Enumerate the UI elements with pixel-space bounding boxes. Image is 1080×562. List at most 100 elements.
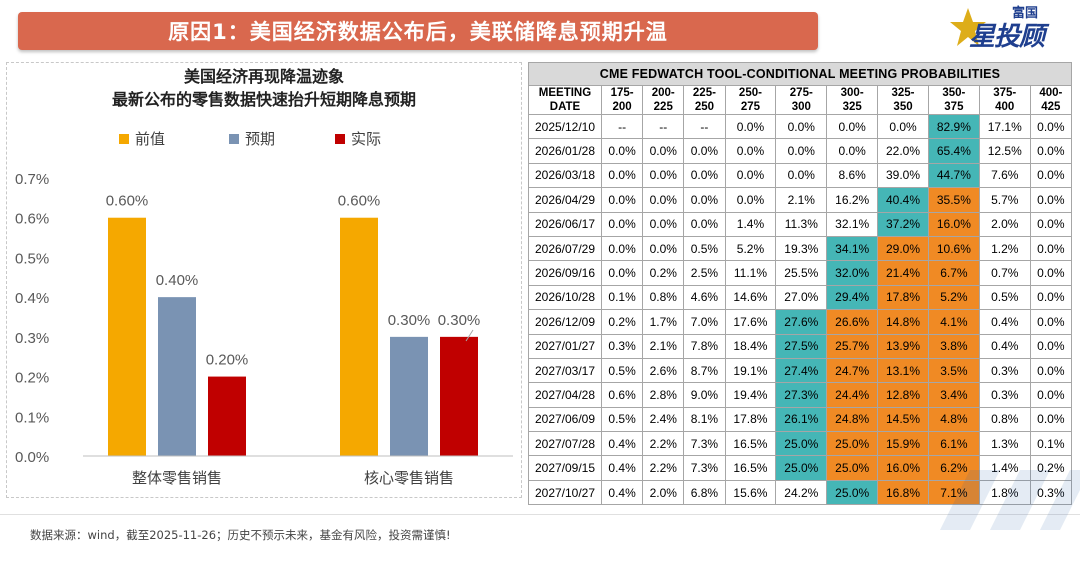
column-header-rate-range: 375- 400 [978,85,1031,115]
probability-cell: 27.0% [775,284,828,311]
probability-cell: 0.0% [1029,235,1073,262]
column-header-rate-range: 400- 425 [1029,85,1073,115]
probability-cell: 7.3% [683,431,726,457]
probability-cell: 0.0% [683,187,726,213]
probability-cell: 0.3% [978,382,1031,408]
probability-cell: 0.0% [1029,187,1073,213]
bar-data-label: 0.60% [338,193,381,210]
table-row: 2027/06/09 0.5% 2.4% 8.1% 17.8% 26.1% 24.8% 14.… [528,406,1073,433]
probability-cell: 0.5% [600,406,644,433]
probability-cell: 1.4% [978,455,1031,481]
column-header-rate-range: 350- 375 [927,85,980,115]
probability-cell: 0.0% [642,235,685,262]
column-header-rate-range: 225- 250 [683,85,726,115]
probability-cell: 40.4% [877,187,929,213]
rate-range-lower: 325- [891,87,915,99]
meeting-date-cell: 2026/09/16 [528,260,602,286]
bar-data-label: 0.30% [438,312,481,329]
probability-cell: 2.0% [642,479,685,506]
meeting-date-cell: 2027/01/27 [528,333,602,359]
y-tick-label: 0.1% [15,409,49,426]
probability-cell: 1.3% [978,431,1031,457]
probability-cell: 17.6% [724,309,777,335]
probability-cell: 0.4% [600,479,644,506]
table-row: 2026/10/28 0.1% 0.8% 4.6% 14.6% 27.0% 29.4% 17.… [528,284,1073,311]
probability-cell: 0.2% [600,309,644,335]
rate-range-upper: 400 [995,101,1015,113]
probability-cell: 11.3% [775,211,828,237]
meeting-date-cell: 2025/12/10 [528,113,602,140]
logo-big-text: 星投顾 [969,22,1045,52]
bar [340,217,378,456]
probability-cell: 25.0% [826,479,879,506]
chart-subtitle: 最新公布的零售数据快速抬升短期降息预期 [112,90,416,109]
probability-cell: 0.0% [683,211,726,237]
probability-cell: 0.0% [642,211,685,237]
probability-cell: 0.0% [1029,406,1073,433]
rate-range-upper: 425 [1041,101,1061,113]
probability-cell: 2.6% [642,357,685,384]
probability-cell: 7.8% [683,333,726,359]
table-row: 2027/07/28 0.4% 2.2% 7.3% 16.5% 25.0% 25.0% 15.… [528,431,1073,457]
meeting-date-cell: 2026/03/18 [528,162,602,189]
legend-label: 前值 [135,130,165,148]
probability-cell: 65.4% [927,138,980,164]
rate-range-lower: 175- [610,87,634,99]
retail-sales-bar-chart: 美国经济再现降温迹象 最新公布的零售数据快速抬升短期降息预期 前值 预期 实际 0.… [15,67,513,487]
probability-cell: 27.6% [775,309,828,335]
meeting-date-header-line2: DATE [549,101,581,113]
probability-cell: 2.4% [642,406,685,433]
probability-cell: 27.4% [775,357,828,384]
probability-cell: 0.5% [600,357,644,384]
bar-data-label: 0.30% [388,312,431,329]
probability-cell: 4.6% [683,284,726,311]
probability-cell: 0.0% [775,138,828,164]
probability-cell: 0.0% [877,113,929,140]
probability-cell: 0.0% [642,138,685,164]
probability-cell: 32.0% [826,260,879,286]
meeting-date-cell: 2027/06/09 [528,406,602,433]
table-row: 2027/03/17 0.5% 2.6% 8.7% 19.1% 27.4% 24.7% 13.… [528,357,1073,384]
meeting-date-header-line1: MEETING [538,87,592,99]
probability-cell: 0.4% [600,455,644,481]
probability-cell: 25.0% [826,455,879,481]
rate-range-upper: 200 [612,101,632,113]
table-row: 2026/12/09 0.2% 1.7% 7.0% 17.6% 27.6% 26.6% 14.… [528,309,1073,335]
label-leader-line [465,329,474,342]
meeting-date-cell: 2026/10/28 [528,284,602,311]
probability-cell: 5.7% [978,187,1031,213]
probability-cell: 10.6% [927,235,980,262]
probability-cell: 0.0% [724,113,777,140]
rate-range-upper: 350 [893,101,913,113]
probability-cell: 35.5% [927,187,980,213]
y-tick-label: 0.3% [15,330,49,347]
rate-range-lower: 300- [840,87,864,99]
probability-cell: 17.8% [724,406,777,433]
probability-cell: 0.0% [1029,260,1073,286]
probability-cell: 4.1% [927,309,980,335]
y-tick-label: 0.5% [15,250,49,267]
probability-cell: 18.4% [724,333,777,359]
probability-cell: 26.6% [826,309,879,335]
probability-cell: 0.3% [1029,479,1073,506]
probability-cell: 0.3% [600,333,644,359]
probability-cell: 17.8% [877,284,929,311]
rate-range-lower: 225- [692,87,716,99]
rate-range-lower: 375- [993,87,1017,99]
bar-data-label: 0.60% [106,193,149,210]
bar [108,217,146,456]
table-row: 2027/09/15 0.4% 2.2% 7.3% 16.5% 25.0% 25.0% 16.… [528,455,1073,481]
probability-cell: 0.0% [600,187,644,213]
table-row: 2026/06/17 0.0% 0.0% 0.0% 1.4% 11.3% 32.1% 37.2… [528,211,1073,237]
bar-data-label: 0.20% [206,352,249,369]
probability-cell: 0.0% [775,162,828,189]
probability-cell: 19.3% [775,235,828,262]
probability-cell: 25.0% [775,455,828,481]
legend-label: 预期 [245,130,275,148]
probability-cell: 0.2% [642,260,685,286]
probability-cell: 0.5% [978,284,1031,311]
probability-cell: 37.2% [877,211,929,237]
probability-cell: 5.2% [724,235,777,262]
probability-cell: 27.3% [775,382,828,408]
probability-cell: 16.2% [826,187,879,213]
